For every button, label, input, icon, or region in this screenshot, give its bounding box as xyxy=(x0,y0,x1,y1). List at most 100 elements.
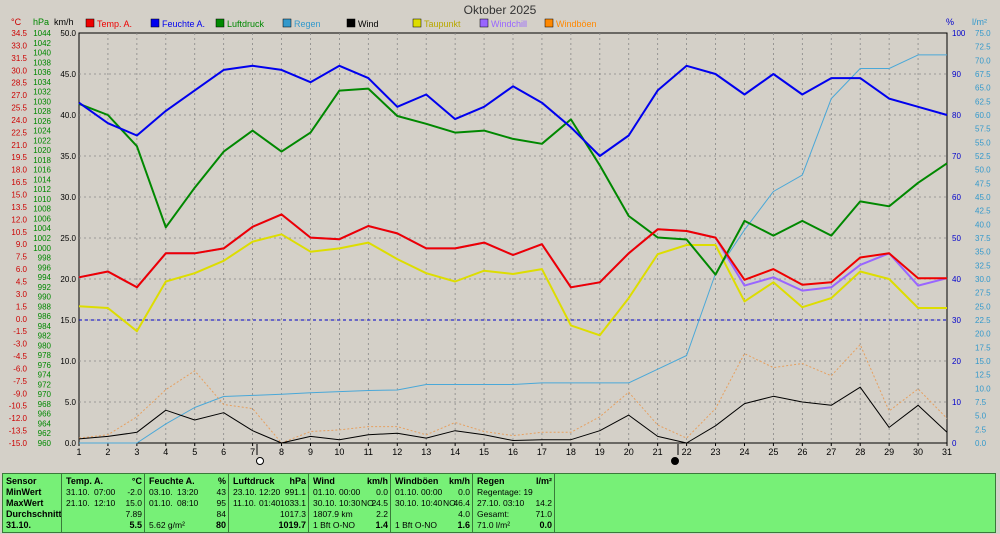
x-tick-label: 2 xyxy=(105,447,110,457)
luftdruck-min-date: 23.10. xyxy=(233,487,257,497)
legend-label: Luftdruck xyxy=(227,19,265,29)
x-tick-label: 18 xyxy=(566,447,576,457)
temp-header: Temp. A. xyxy=(66,476,104,486)
axis-tick-label: 90 xyxy=(952,70,961,79)
axis-tick-label: 970 xyxy=(38,390,52,399)
axis-tick-label: -3.0 xyxy=(13,340,27,349)
grid xyxy=(79,33,947,443)
axis-tick-label: 2.5 xyxy=(975,425,987,434)
legend-label: Windchill xyxy=(491,19,527,29)
wind-today: 1.4 xyxy=(375,520,388,530)
axis-tick-label: 978 xyxy=(38,351,52,360)
axis-tick-label: 6.0 xyxy=(16,265,28,274)
axis-tick-label: 1034 xyxy=(33,78,51,87)
axis-tick-label: 1040 xyxy=(33,49,51,58)
axis-tick-label: -13.5 xyxy=(9,427,28,436)
axis-tick-label: 4.5 xyxy=(16,277,28,286)
axis-tick-label: 35.0 xyxy=(975,248,991,257)
axis-tick-label: 16.5 xyxy=(11,178,27,187)
axis-tick-label: 15.0 xyxy=(11,191,27,200)
axis-tick-label: 0.0 xyxy=(65,439,77,448)
x-tick-label: 17 xyxy=(537,447,547,457)
wind-bft: 1 Bft O-NO xyxy=(313,520,356,530)
stats-col-temp: Temp. A. °C 31.10. 07:00 -2.0 21.10. 12:… xyxy=(61,474,145,532)
x-tick-label: 30 xyxy=(913,447,923,457)
axis-tick-label: 962 xyxy=(38,429,52,438)
regen-days: Regentage: 19 xyxy=(477,487,533,497)
axis-tick-label: -12.0 xyxy=(9,414,28,423)
x-tick-label: 8 xyxy=(279,447,284,457)
wind-unit: km/h xyxy=(366,476,388,486)
axis-tick-label: 1022 xyxy=(33,136,51,145)
full-moon-icon xyxy=(256,457,264,465)
axis-tick-label: 13.5 xyxy=(11,203,27,212)
axis-tick-label: 45.0 xyxy=(975,193,991,202)
axis-tick-label: 1030 xyxy=(33,97,51,106)
axis-tick-label: 988 xyxy=(38,302,52,311)
feuchte-unit: % xyxy=(217,476,226,486)
axis-tick-label: 47.5 xyxy=(975,179,991,188)
axis-tick-label: 980 xyxy=(38,341,52,350)
boeen-header: Windböen xyxy=(395,476,439,486)
series-line-regen xyxy=(79,54,947,444)
boeen-bft: 1 Bft O-NO xyxy=(395,520,438,530)
axis-tick-label: 19.5 xyxy=(11,153,27,162)
luftdruck-min-time: 12:20 xyxy=(259,487,281,497)
chart-title: Oktober 2025 xyxy=(464,3,537,17)
boeen-avg: 4.0 xyxy=(458,509,470,519)
x-tick-label: 20 xyxy=(624,447,634,457)
axis-tick-label: 50.0 xyxy=(60,29,76,38)
axis-tick-label: 964 xyxy=(38,419,52,428)
regen-max-time: 03:10 xyxy=(503,498,525,508)
axis-tick-label: -7.5 xyxy=(13,377,27,386)
temp-today: 5.5 xyxy=(129,520,142,530)
boeen-unit: km/h xyxy=(448,476,470,486)
x-tick-label: 9 xyxy=(308,447,313,457)
axis-tick-label: 60.0 xyxy=(975,111,991,120)
axis-tick-label: 1014 xyxy=(33,175,51,184)
axis-tick-label: 3.0 xyxy=(16,290,28,299)
axis-tick-label: 1012 xyxy=(33,185,51,194)
x-tick-label: 16 xyxy=(508,447,518,457)
regen-total-label: Gesamt: xyxy=(477,509,510,519)
feuchte-header: Feuchte A. xyxy=(149,476,195,486)
axis-tick-label: 55.0 xyxy=(975,138,991,147)
axis-tick-label: 22.5 xyxy=(11,128,27,137)
axis-tick-label: 0 xyxy=(952,439,957,448)
wind-avg: 2.2 xyxy=(376,509,388,519)
moon-markers xyxy=(256,444,679,465)
regen-max-date: 27.10. xyxy=(477,498,501,508)
legend-swatch xyxy=(150,18,160,28)
axis-tick-label: 992 xyxy=(38,283,52,292)
regen-today: 0.0 xyxy=(539,520,552,530)
legend-swatch xyxy=(346,18,356,28)
temp-max-val: 15.0 xyxy=(125,498,142,508)
axis-tick-label: 15.0 xyxy=(975,357,991,366)
axis-tick-label: 984 xyxy=(38,322,52,331)
x-tick-label: 6 xyxy=(221,447,226,457)
axis-tick-label: -10.5 xyxy=(9,402,28,411)
axis-tick-label: 1020 xyxy=(33,146,51,155)
x-tick-label: 1 xyxy=(76,447,81,457)
series-line-luftdruck xyxy=(78,87,948,276)
axis-tick-label: 994 xyxy=(38,273,52,282)
axis-tick-label: 34.5 xyxy=(11,29,27,38)
x-tick-label: 27 xyxy=(826,447,836,457)
legend-label: Temp. A. xyxy=(97,19,132,29)
axis-tick-label: 1016 xyxy=(33,166,51,175)
feuchte-max-date: 01.10. xyxy=(149,498,173,508)
axis-tick-label: 974 xyxy=(38,371,52,380)
axis-tick-label: 35.0 xyxy=(60,152,76,161)
legend-label: Feuchte A. xyxy=(162,19,205,29)
axis-tick-label: -4.5 xyxy=(13,352,27,361)
axis-tick-label: -15.0 xyxy=(9,439,28,448)
weather-chart: Oktober 2025 Temp. A. Feuchte A. Luftdruck… xyxy=(9,3,991,465)
stats-col-sensor: Sensor MinWert MaxWert Durchschnitt 31.1… xyxy=(3,474,62,532)
axis-tick-label: 1018 xyxy=(33,156,51,165)
axis-tick-label: 25.0 xyxy=(975,302,991,311)
axis-tick-label: -1.5 xyxy=(13,327,27,336)
axis-tick-label: 1000 xyxy=(33,244,51,253)
axis-tick-label: 20.0 xyxy=(60,275,76,284)
boeen-max-date: 30.10. xyxy=(395,498,419,508)
axis-tick-label: 1026 xyxy=(33,117,51,126)
